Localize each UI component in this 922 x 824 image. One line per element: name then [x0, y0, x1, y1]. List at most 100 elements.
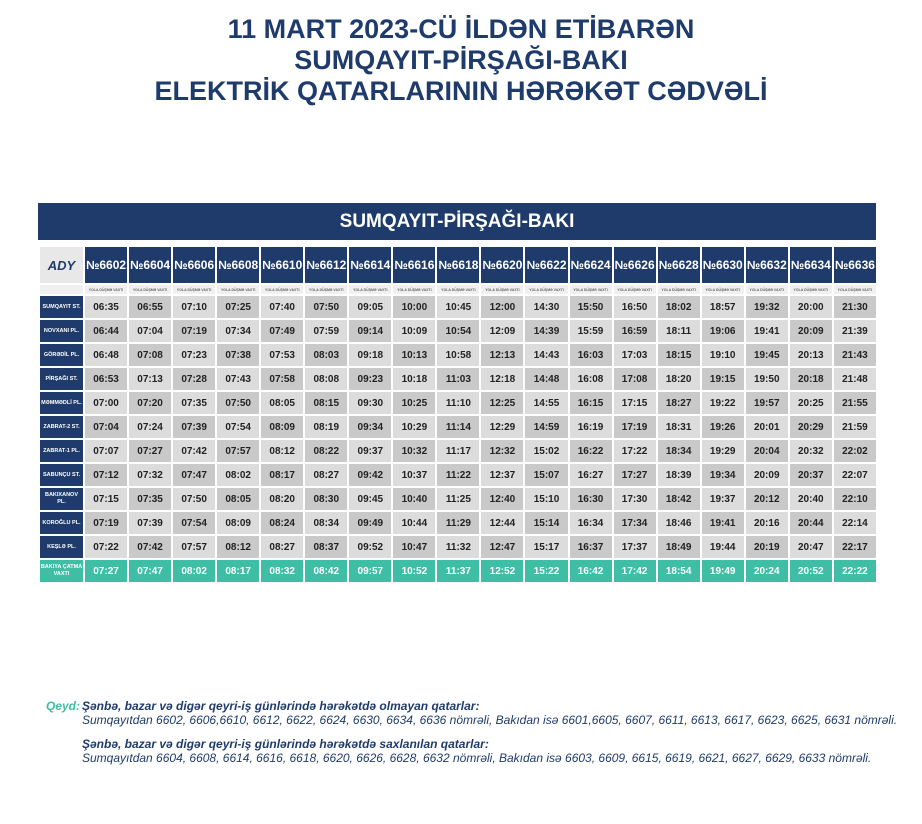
time-cell: 16:50 [613, 296, 656, 318]
time-cell: 09:14 [349, 320, 392, 342]
time-cell: 12:18 [481, 368, 524, 390]
page-title: 11 MART 2023-CÜ İLDƏN ETİBARƏN SUMQAYIT-… [0, 14, 922, 107]
table-row: KOROĞLU PL. 07:19 07:39 07:54 08:09 08:24 08:3… [40, 512, 876, 534]
time-cell: 07:53 [261, 344, 304, 366]
time-cell: 07:10 [173, 296, 216, 318]
time-cell: 14:43 [525, 344, 568, 366]
time-cell: 22:10 [833, 488, 876, 510]
departure-label: YOLA DÜŞMƏ VAXTI [569, 285, 612, 294]
train-number: №6620 [481, 247, 524, 283]
title-line-2: SUMQAYIT-PİRŞAĞI-BAKI [294, 45, 628, 75]
time-cell: 08:09 [217, 512, 260, 534]
time-cell: 10:13 [393, 344, 436, 366]
time-cell: 07:57 [173, 536, 216, 558]
time-cell: 07:39 [173, 416, 216, 438]
time-cell: 17:08 [613, 368, 656, 390]
train-number: №6612 [305, 247, 348, 283]
time-cell: 18:39 [657, 464, 700, 486]
station-name: ZABRAT-2 ST. [40, 416, 83, 438]
table-row: NOVXANI PL. 06:44 07:04 07:19 07:34 07:49 07:5… [40, 320, 876, 342]
departure-label: YOLA DÜŞMƏ VAXTI [217, 285, 260, 294]
time-cell: 20:52 [789, 560, 832, 582]
time-cell: 22:02 [833, 440, 876, 462]
time-cell: 16:42 [569, 560, 612, 582]
time-cell: 07:58 [261, 368, 304, 390]
time-cell: 07:39 [129, 512, 172, 534]
train-number: №6624 [569, 247, 612, 283]
time-cell: 20:19 [745, 536, 788, 558]
time-cell: 12:44 [481, 512, 524, 534]
time-cell: 20:12 [745, 488, 788, 510]
time-cell: 20:29 [789, 416, 832, 438]
time-cell: 09:57 [349, 560, 392, 582]
time-cell: 07:59 [305, 320, 348, 342]
time-cell: 22:22 [833, 560, 876, 582]
departure-label: YOLA DÜŞMƏ VAXTI [129, 285, 172, 294]
title-line-1: 11 MART 2023-CÜ İLDƏN ETİBARƏN [227, 14, 695, 44]
time-cell: 10:54 [437, 320, 480, 342]
time-cell: 07:27 [85, 560, 128, 582]
time-cell: 08:02 [217, 464, 260, 486]
time-cell: 18:15 [657, 344, 700, 366]
time-cell: 18:57 [701, 296, 744, 318]
time-cell: 14:55 [525, 392, 568, 414]
time-cell: 10:37 [393, 464, 436, 486]
station-name: PİRŞAĞI ST. [40, 368, 83, 390]
time-cell: 17:27 [613, 464, 656, 486]
time-cell: 07:35 [173, 392, 216, 414]
time-cell: 22:07 [833, 464, 876, 486]
time-cell: 08:27 [305, 464, 348, 486]
time-cell: 19:26 [701, 416, 744, 438]
time-cell: 07:12 [85, 464, 128, 486]
time-cell: 07:27 [129, 440, 172, 462]
time-cell: 16:59 [613, 320, 656, 342]
time-cell: 14:30 [525, 296, 568, 318]
time-cell: 10:58 [437, 344, 480, 366]
time-cell: 21:30 [833, 296, 876, 318]
departure-label: YOLA DÜŞMƏ VAXTI [481, 285, 524, 294]
time-cell: 07:57 [217, 440, 260, 462]
time-cell: 12:52 [481, 560, 524, 582]
time-cell: 15:07 [525, 464, 568, 486]
time-cell: 09:30 [349, 392, 392, 414]
train-number: №6604 [129, 247, 172, 283]
time-cell: 20:00 [789, 296, 832, 318]
time-cell: 09:05 [349, 296, 392, 318]
time-cell: 07:42 [129, 536, 172, 558]
time-cell: 07:38 [217, 344, 260, 366]
ady-logo: ADY [40, 247, 83, 283]
station-name: SABUNÇU ST. [40, 464, 83, 486]
header-row: ADY №6602 №6604 №6606 №6608 №6610 №6612 №6614 №6… [40, 247, 876, 283]
train-number: №6622 [525, 247, 568, 283]
table-row: GÖRƏDİL PL. 06:48 07:08 07:23 07:38 07:53 08:0… [40, 344, 876, 366]
time-cell: 19:44 [701, 536, 744, 558]
time-cell: 08:17 [217, 560, 260, 582]
time-cell: 19:45 [745, 344, 788, 366]
departure-label: YOLA DÜŞMƏ VAXTI [349, 285, 392, 294]
departure-label: YOLA DÜŞMƏ VAXTI [305, 285, 348, 294]
time-cell: 10:00 [393, 296, 436, 318]
time-cell: 20:01 [745, 416, 788, 438]
time-cell: 20:13 [789, 344, 832, 366]
time-cell: 07:23 [173, 344, 216, 366]
time-cell: 18:20 [657, 368, 700, 390]
time-cell: 21:48 [833, 368, 876, 390]
time-cell: 07:20 [129, 392, 172, 414]
time-cell: 06:35 [85, 296, 128, 318]
note-text-1: Sumqayıtdan 6602, 6606,6610, 6612, 6622,… [82, 713, 898, 727]
note-heading-2: Şənbə, bazar və digər qeyri-iş günlərind… [82, 737, 489, 751]
table-row: BAKIYA ÇATMA VAXTI 07:27 07:47 08:02 08:17 08… [40, 560, 876, 582]
time-cell: 19:37 [701, 488, 744, 510]
time-cell: 07:08 [129, 344, 172, 366]
time-cell: 10:09 [393, 320, 436, 342]
time-cell: 12:37 [481, 464, 524, 486]
station-name: BAKIYA ÇATMA VAXTI [40, 560, 83, 582]
time-cell: 06:55 [129, 296, 172, 318]
time-cell: 15:59 [569, 320, 612, 342]
time-cell: 19:29 [701, 440, 744, 462]
time-cell: 07:04 [129, 320, 172, 342]
table-row: KEŞLƏ PL. 07:22 07:42 07:57 08:12 08:27 08:37 0… [40, 536, 876, 558]
time-cell: 12:47 [481, 536, 524, 558]
time-cell: 10:25 [393, 392, 436, 414]
time-cell: 17:03 [613, 344, 656, 366]
